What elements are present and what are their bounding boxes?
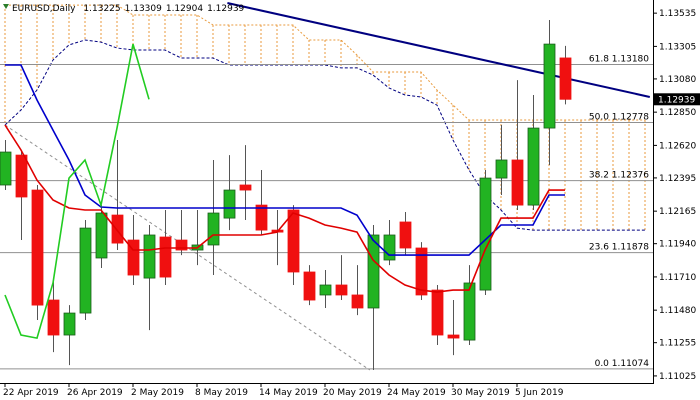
fib-label: 0.0 1.11074 xyxy=(595,359,650,369)
candle-body xyxy=(127,239,140,276)
candle-body xyxy=(335,284,348,296)
fib-label: 38.2 1.12376 xyxy=(589,171,649,181)
fib-label: 61.8 1.13180 xyxy=(589,54,649,64)
candle-body xyxy=(415,247,428,296)
x-tick-label: 22 Apr 2019 xyxy=(3,388,59,398)
candle-body xyxy=(207,212,220,246)
high-value: 1.13309 xyxy=(125,4,162,14)
cloud-span-b xyxy=(4,39,645,231)
y-tick-label: 1.11940 xyxy=(659,240,696,250)
candle-body xyxy=(559,57,572,100)
trendline xyxy=(227,2,651,98)
y-tick-label: 1.12620 xyxy=(659,141,696,151)
x-tick-label: 14 May 2019 xyxy=(259,388,318,398)
candle-body xyxy=(111,214,124,244)
candle-body xyxy=(47,299,60,336)
indicator-line xyxy=(4,43,150,340)
y-tick-label: 1.12165 xyxy=(659,207,696,217)
low-value: 1.12904 xyxy=(166,4,203,14)
candle-body xyxy=(95,212,108,259)
indicator-line xyxy=(5,64,565,256)
indicator-line xyxy=(4,124,565,293)
candle-body xyxy=(31,189,44,306)
x-tick-label: 2 May 2019 xyxy=(131,388,184,398)
candle-body xyxy=(351,294,364,309)
candle-body xyxy=(287,209,300,273)
candle-body xyxy=(63,312,76,336)
candle-body xyxy=(399,221,412,249)
x-tick-label: 24 May 2019 xyxy=(387,388,446,398)
fib-label: 50.0 1.12778 xyxy=(589,113,649,123)
trendline xyxy=(4,124,371,371)
fib-label: 23.6 1.11878 xyxy=(589,243,649,253)
candle-body xyxy=(159,236,172,278)
y-tick-label: 1.13535 xyxy=(659,9,696,19)
y-tick-label: 1.11255 xyxy=(659,339,696,349)
candle-body xyxy=(15,154,28,198)
x-tick-label: 30 May 2019 xyxy=(451,388,510,398)
x-tick-label: 5 Jun 2019 xyxy=(515,388,564,398)
y-tick-label: 1.13080 xyxy=(659,75,696,85)
candle-body xyxy=(383,234,396,261)
candle-body xyxy=(303,271,316,301)
candle-body xyxy=(0,151,12,186)
y-tick-label: 1.11710 xyxy=(659,273,696,283)
y-tick-label: 1.11025 xyxy=(659,372,696,382)
x-tick-label: 8 May 2019 xyxy=(195,388,248,398)
open-value: 1.13225 xyxy=(83,4,120,14)
candle-body xyxy=(239,184,252,191)
x-tick-label: 20 May 2019 xyxy=(323,388,382,398)
y-tick-label: 1.11480 xyxy=(659,306,696,316)
candle-body xyxy=(447,334,460,339)
candle-body xyxy=(543,43,556,129)
header: EURUSD,Daily 1.13225 1.13309 1.12904 1.12939 xyxy=(12,4,245,14)
close-value: 1.12939 xyxy=(207,4,244,14)
candle-body xyxy=(527,127,540,206)
x-tick-label: 26 Apr 2019 xyxy=(67,388,123,398)
candle-body xyxy=(431,289,444,336)
y-tick-label: 1.12850 xyxy=(659,108,696,118)
y-tick-label: 1.12395 xyxy=(659,174,696,184)
overlay: EURUSD,Daily 1.13225 1.13309 1.12904 1.12939 xyxy=(3,4,245,14)
candle-body xyxy=(223,189,236,219)
current-price-label: 1.12939 xyxy=(658,95,695,105)
candle-body xyxy=(143,234,156,279)
candle-body xyxy=(319,284,332,296)
candle-body xyxy=(495,159,508,179)
symbol: EURUSD,Daily xyxy=(12,4,76,14)
y-tick-label: 1.13305 xyxy=(659,42,696,52)
candle-body xyxy=(511,159,524,206)
candle-body xyxy=(175,239,188,251)
candle-body xyxy=(79,227,92,314)
candle-body xyxy=(463,282,476,341)
candle-body xyxy=(479,177,492,291)
candle-body xyxy=(255,204,268,231)
current-price-box xyxy=(654,93,700,106)
symbol-icon xyxy=(3,4,9,9)
candle-body xyxy=(367,234,380,309)
